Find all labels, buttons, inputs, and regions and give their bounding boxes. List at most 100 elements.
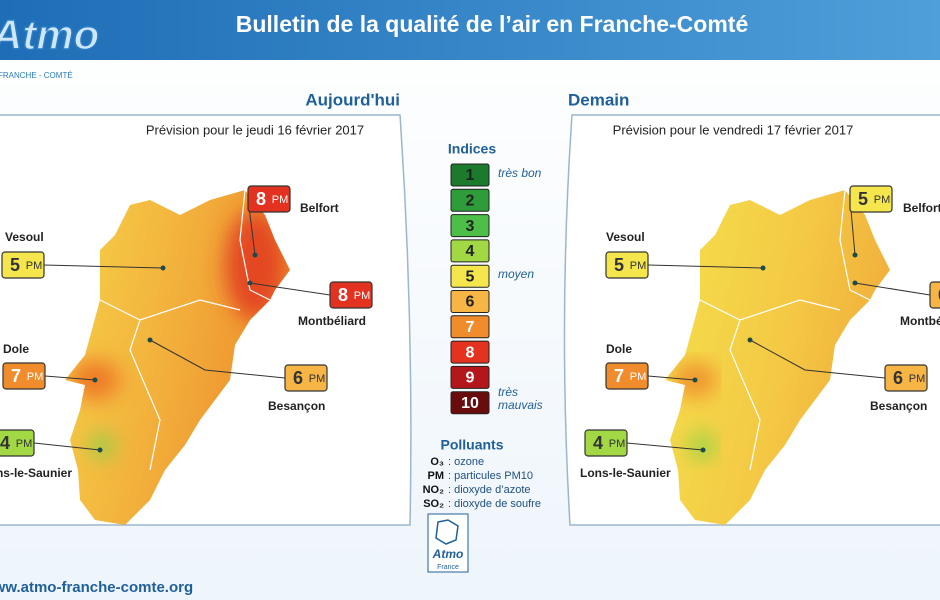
index-box	[584, 429, 628, 457]
index-box	[605, 251, 649, 279]
index-value: 6	[938, 285, 940, 305]
index-value: 6	[893, 368, 903, 388]
city-name: Vesoul	[5, 230, 44, 244]
city-dot	[692, 377, 698, 383]
pollutant-symbol: NO₂	[422, 484, 444, 496]
legend-title: Indices	[448, 141, 496, 157]
legend-swatch	[450, 239, 490, 263]
pollutant-name: : particules PM10	[448, 470, 533, 482]
leader-line	[626, 442, 704, 451]
title: Bulletin de la qualité de l’air en Franc…	[236, 11, 749, 37]
index-pollutant: PM	[909, 373, 926, 385]
pollutant-name: : dioxyde d’azote	[448, 484, 531, 496]
legend-label: très bon	[498, 166, 542, 180]
index-pollutant: PM	[630, 371, 647, 383]
legend-swatch	[450, 188, 490, 212]
legend-swatch	[450, 365, 490, 389]
city-dot	[247, 280, 253, 286]
index-box	[849, 185, 893, 213]
date: Prévision pour le vendredi 17 février 20…	[613, 122, 854, 137]
legend-index: 9	[466, 370, 475, 387]
legend-label: très mauvais	[498, 384, 543, 412]
legend-swatch	[450, 163, 490, 187]
pollutant-name: : dioxyde de soufre	[448, 498, 541, 510]
heading: Aujourd'hui	[305, 90, 400, 109]
city-dot	[700, 447, 706, 453]
pollutant-symbol: O₃	[430, 456, 444, 468]
city-name: Besançon	[870, 399, 927, 413]
legend-swatch	[450, 290, 490, 313]
legend-swatch	[450, 391, 490, 415]
index-value: 6	[293, 368, 303, 388]
france-badge	[427, 513, 469, 573]
city-dot	[160, 265, 166, 271]
badge: Atmo	[432, 547, 464, 561]
leader-line	[249, 282, 331, 296]
logo-region: FRANCHE - COMTÉ	[0, 71, 73, 80]
legend-index: 8	[466, 344, 475, 361]
city-name: Montbéliard	[900, 314, 940, 328]
city-dot	[92, 377, 98, 383]
city-name: Lons-le-Saunier	[0, 466, 72, 480]
index-box	[605, 362, 649, 390]
city-name: Dole	[606, 342, 632, 356]
city-name: Belfort	[903, 201, 940, 215]
index-value: 5	[10, 255, 20, 275]
index-pollutant: PM	[609, 438, 626, 450]
leader-line	[854, 282, 931, 296]
city-dot	[97, 447, 103, 453]
index-value: 5	[858, 189, 868, 209]
legend-index: 4	[466, 243, 475, 260]
legend-swatch	[450, 315, 490, 339]
heading: Demain	[568, 90, 629, 109]
city-name: Montbéliard	[298, 314, 366, 328]
badge-sub: France	[437, 564, 459, 571]
city-dot	[852, 252, 858, 258]
index-value: 4	[0, 433, 10, 453]
leader-line	[33, 442, 101, 451]
legend-swatch	[450, 340, 490, 364]
index-value: 4	[593, 433, 603, 453]
legend-swatch	[450, 264, 490, 288]
city-dot	[147, 337, 153, 343]
index-pollutant: PM	[874, 194, 891, 206]
city-name: Belfort	[300, 201, 339, 215]
logo: Atmo	[0, 11, 99, 58]
city-name: Dole	[3, 342, 29, 356]
index-box	[284, 364, 328, 392]
city-name: Vesoul	[606, 230, 645, 244]
index-box	[2, 362, 46, 390]
city-dot	[747, 337, 753, 343]
leader-line	[44, 375, 96, 381]
leader-line	[149, 339, 286, 379]
index-pollutant: PM	[272, 194, 289, 206]
legend-index: 1	[466, 167, 475, 184]
leader-line	[749, 339, 886, 379]
legend-index: 6	[466, 294, 475, 311]
index-pollutant: PM	[16, 438, 33, 450]
index-value: 8	[256, 189, 266, 209]
leader-line	[43, 264, 164, 269]
legend-index: 7	[466, 319, 475, 336]
index-value: 7	[614, 366, 624, 386]
leader-line	[647, 264, 764, 269]
index-pollutant: PM	[630, 260, 647, 272]
index-value: 8	[338, 285, 348, 305]
index-box	[247, 185, 291, 213]
pollutant-name: : ozone	[448, 456, 485, 468]
index-box	[884, 364, 928, 392]
header-band	[0, 0, 940, 60]
city-dot	[760, 265, 766, 271]
legend-index: 10	[461, 395, 479, 412]
legend-index: 2	[466, 193, 475, 210]
index-pollutant: PM	[27, 371, 44, 383]
index-box	[0, 429, 35, 457]
leader-line	[647, 375, 696, 381]
index-value: 5	[614, 255, 624, 275]
legend-swatch	[450, 214, 490, 238]
index-box	[329, 281, 373, 309]
index-box	[929, 281, 940, 309]
legend-index: 3	[466, 218, 475, 235]
city-dot	[252, 252, 258, 258]
